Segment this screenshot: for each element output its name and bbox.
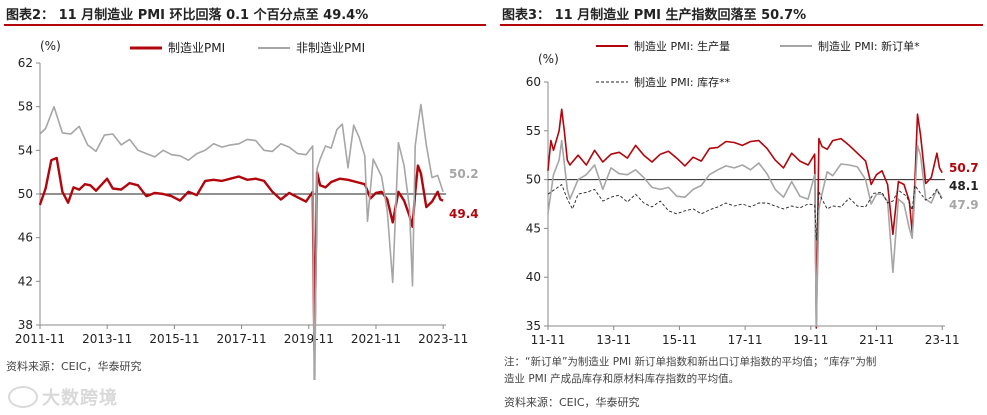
right-chart-panel: 图表3： 11 月制造业 PMI 生产指数回落至 50.7% 35 40 45 50 5… [496, 0, 987, 415]
watermark-text: 大数跨境 [42, 388, 118, 409]
right-title-rule [500, 24, 983, 26]
left-x-tick-label: 2017-11 [217, 332, 267, 346]
right-x-tick-label: 23-11 [925, 333, 960, 345]
right-x-tick-label: 17-11 [728, 333, 763, 345]
right-footnote-line-1: 注：“新订单”为制造业 PMI 新订单指数和新出口订单指数的平均值；“库存”为制 [504, 356, 877, 368]
legend-label-new-orders: 制造业 PMI: 新订单* [818, 39, 920, 53]
left-x-tick-label: 2019-11 [284, 332, 334, 346]
left-x-tick-label: 2023-11 [418, 332, 468, 346]
left-y-axis-label: (%) [40, 39, 61, 53]
end-label-manufacturing: 49.4 [449, 207, 479, 221]
legend-label-production: 制造业 PMI: 生产量 [634, 39, 730, 53]
right-x-tick-label: 11-11 [531, 333, 566, 345]
watermark: 大数跨境 [8, 384, 118, 410]
left-legend: 制造业PMI 非制造业PMI [130, 41, 365, 55]
left-y-tick-label: 38 [18, 318, 33, 332]
end-label-production: 50.7 [949, 161, 979, 175]
left-y-tick-label: 42 [18, 274, 33, 288]
right-y-tick-label: 55 [526, 124, 541, 138]
right-x-tick-label: 21-11 [859, 333, 894, 345]
right-series-line-2 [547, 139, 943, 327]
right-y-tick-label: 40 [526, 270, 541, 284]
right-y-axis-label: (%) [538, 52, 559, 66]
legend-label-inventory: 制造业 PMI: 库存** [634, 75, 731, 89]
end-label-new-orders: 48.1 [949, 179, 979, 193]
right-x-tick-label: 19-11 [793, 333, 828, 345]
right-series-line-1 [547, 108, 943, 329]
watermark-logo-icon [8, 386, 38, 408]
left-source-note: 资料来源：CEIC，华泰研究 [6, 360, 142, 373]
end-label-inventory: 47.9 [949, 198, 979, 212]
right-y-tick-label: 35 [526, 319, 541, 333]
end-label-non-manufacturing: 50.2 [449, 167, 479, 181]
right-chart-svg: 35 40 45 50 55 60 11-11 13-11 15-11 17-11 19-11 21-… [526, 39, 979, 345]
right-y-tick-label: 45 [526, 221, 541, 235]
legend-label-manufacturing: 制造业PMI [168, 41, 225, 55]
left-y-tick-label: 46 [18, 231, 33, 245]
left-x-tick-label: 2021-11 [351, 332, 401, 346]
right-footnote: 注：“新订单”为制造业 PMI 新订单指数和新出口订单指数的平均值；“库存”为制… [504, 354, 984, 388]
right-chart-title: 图表3： 11 月制造业 PMI 生产指数回落至 50.7% [502, 8, 807, 23]
left-x-tick-label: 2011-11 [15, 332, 65, 346]
left-chart-title: 图表2： 11 月制造业 PMI 环比回落 0.1 个百分点至 49.4% [6, 8, 369, 23]
right-y-tick-label: 60 [526, 75, 541, 89]
left-x-tick-label: 2015-11 [149, 332, 199, 346]
left-chart-svg: 38 42 46 50 54 58 62 2011-11 2013-11 2015-11 2017-… [15, 39, 479, 380]
left-title-rule [4, 24, 486, 26]
legend-label-non-manufacturing: 非制造业PMI [296, 41, 365, 55]
left-y-tick-label: 50 [18, 187, 33, 201]
left-x-tick-label: 2013-11 [82, 332, 132, 346]
left-series-line-1 [38, 156, 444, 352]
right-footnote-line-2: 造业 PMI 产成品库存和原材料库存指数的平均值。 [504, 373, 740, 385]
left-y-tick-label: 58 [18, 100, 33, 114]
right-legend: 制造业 PMI: 生产量 制造业 PMI: 新订单* 制造业 PMI: 库存** [596, 39, 920, 89]
right-series-line-3 [547, 184, 943, 241]
right-y-tick-label: 50 [526, 173, 541, 187]
left-series-line-2 [39, 103, 444, 380]
left-y-tick-label: 62 [18, 56, 33, 70]
right-source-note: 资料来源：CEIC，华泰研究 [504, 396, 640, 409]
left-y-tick-label: 54 [18, 143, 33, 157]
right-x-tick-label: 15-11 [662, 333, 697, 345]
left-chart-panel: 图表2： 11 月制造业 PMI 环比回落 0.1 个百分点至 49.4% 38… [0, 0, 490, 415]
right-x-tick-label: 13-11 [596, 333, 631, 345]
